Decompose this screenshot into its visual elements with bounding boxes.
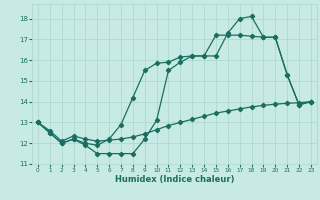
X-axis label: Humidex (Indice chaleur): Humidex (Indice chaleur)	[115, 175, 234, 184]
